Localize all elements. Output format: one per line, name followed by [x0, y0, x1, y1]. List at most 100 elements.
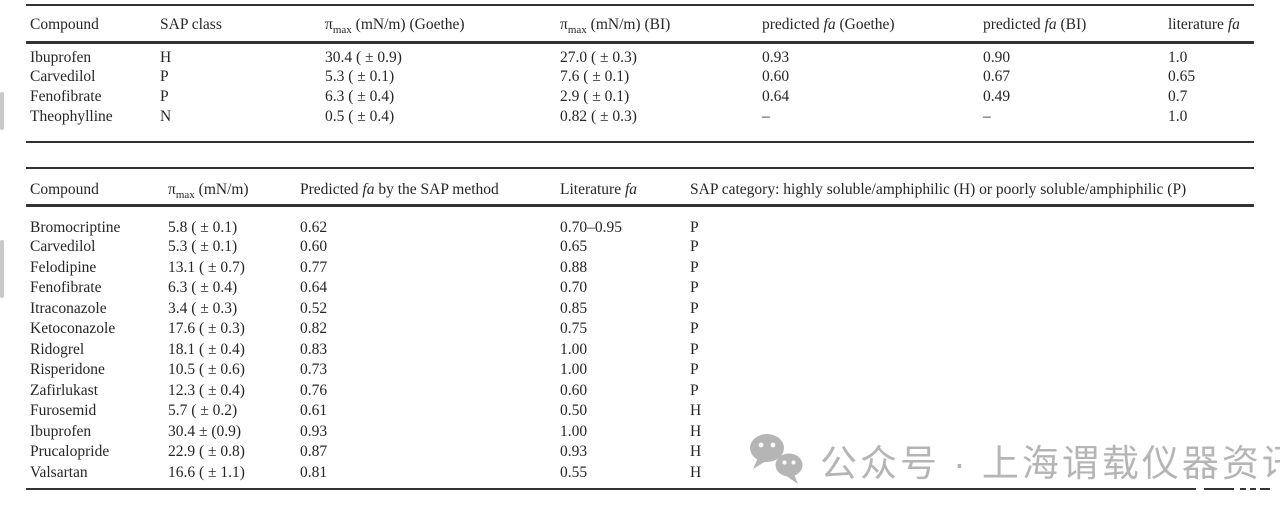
- table-cell: 0.60: [762, 68, 790, 85]
- table-cell: Felodipine: [30, 258, 97, 276]
- table-cell: 0.67: [983, 68, 1011, 85]
- table-cell: Bromocriptine: [30, 219, 121, 236]
- table-cell: P: [690, 258, 699, 276]
- table-cell: 12.3 ( ± 0.4): [168, 381, 245, 399]
- column-header: literature fa: [1168, 16, 1240, 33]
- table-cell: Carvedilol: [30, 68, 96, 85]
- table-cell: 22.9 ( ± 0.8): [168, 443, 245, 461]
- table-cell: 0.52: [300, 299, 328, 317]
- results-table-comparison: Compound SAP class πmax (mN/m) (Goethe) πma…: [26, 10, 1254, 127]
- table-cell: 1.00: [560, 361, 588, 379]
- table-cell: 0.64: [300, 279, 328, 297]
- table-cell: N: [160, 108, 172, 125]
- table2-top-rule: [26, 167, 1254, 169]
- table-cell: P: [690, 279, 699, 297]
- table-cell: Zafirlukast: [30, 381, 99, 399]
- table-cell: 1.0: [1168, 108, 1188, 125]
- table-row: Bromocriptine 5.8 ( ± 0.1) 0.62 0.70–0.95 P: [26, 206, 1254, 237]
- watermark: 公众号 · 上海谓载仪器资讯: [746, 432, 1280, 495]
- table-row: Prucalopride 22.9 ( ± 0.8) 0.87 0.93 H: [26, 442, 1254, 463]
- table1-header-rule: [26, 41, 1254, 44]
- table-row: Ketoconazole 17.6 ( ± 0.3) 0.82 0.75 P: [26, 319, 1254, 340]
- column-header: predicted fa (BI): [983, 16, 1087, 33]
- table-cell: H: [690, 443, 702, 461]
- table-cell: Ridogrel: [30, 340, 85, 358]
- table2-header-rule: [26, 204, 1254, 207]
- table-cell: H: [690, 422, 702, 440]
- column-header: πmax (mN/m): [168, 181, 249, 202]
- table2-header-row: Compound πmax (mN/m) Predicted fa by the S…: [26, 174, 1254, 206]
- table-cell: 0.5 ( ± 0.4): [325, 108, 395, 125]
- table-cell: 0.77: [300, 258, 328, 276]
- table2-bottom-rule: [26, 488, 1196, 490]
- table-cell: 0.93: [560, 443, 588, 461]
- table-row: Ridogrel 18.1 ( ± 0.4) 0.83 1.00 P: [26, 340, 1254, 361]
- table-cell: 0.70: [560, 279, 588, 297]
- table-cell: 0.70–0.95: [560, 219, 622, 236]
- table-cell: –: [762, 108, 770, 125]
- column-header: πmax (mN/m) (Goethe): [325, 16, 465, 37]
- table-cell: Fenofibrate: [30, 88, 102, 105]
- table-cell: 0.61: [300, 402, 328, 420]
- table-cell: 0.81: [300, 463, 328, 481]
- table-cell: 0.82: [300, 320, 328, 338]
- column-header: Predicted fa by the SAP method: [300, 181, 499, 198]
- table-cell: 16.6 ( ± 1.1): [168, 463, 245, 481]
- table-cell: 0.73: [300, 361, 328, 379]
- table-cell: Theophylline: [30, 108, 113, 125]
- table-cell: 0.60: [300, 238, 328, 256]
- table-cell: 0.65: [560, 238, 588, 256]
- table-cell: Ibuprofen: [30, 422, 92, 440]
- scan-artifact: [0, 240, 4, 298]
- table-cell: Prucalopride: [30, 443, 110, 461]
- table-cell: 0.90: [983, 49, 1011, 66]
- table-cell: Risperidone: [30, 361, 105, 379]
- table-cell: 13.1 ( ± 0.7): [168, 258, 245, 276]
- column-header: πmax (mN/m) (BI): [560, 16, 671, 37]
- column-header: Compound: [30, 16, 99, 33]
- column-header: Compound: [30, 181, 99, 198]
- table1-top-rule: [26, 4, 1254, 6]
- table-cell: 0.49: [983, 88, 1011, 105]
- table-row: Carvedilol P 5.3 ( ± 0.1) 7.6 ( ± 0.1) 0.60 0…: [26, 67, 1254, 87]
- table-cell: 1.00: [560, 422, 588, 440]
- table-cell: 0.55: [560, 463, 588, 481]
- table2-bottom-rule-dot: [1260, 488, 1270, 490]
- table-cell: 0.75: [560, 320, 588, 338]
- table-cell: H: [690, 463, 702, 481]
- table-cell: 0.93: [762, 49, 790, 66]
- table-cell: 2.9 ( ± 0.1): [560, 88, 630, 105]
- table-row: Risperidone 10.5 ( ± 0.6) 0.73 1.00 P: [26, 360, 1254, 381]
- column-header: SAP class: [160, 16, 222, 33]
- table-cell: 0.93: [300, 422, 328, 440]
- table-row: Fenofibrate P 6.3 ( ± 0.4) 2.9 ( ± 0.1) 0.64…: [26, 87, 1254, 107]
- table-cell: P: [690, 320, 699, 338]
- table-cell: 0.64: [762, 88, 790, 105]
- results-table-sap-method: Compound πmax (mN/m) Predicted fa by the S…: [26, 174, 1254, 483]
- table-cell: 0.88: [560, 258, 588, 276]
- table-cell: 0.62: [300, 219, 328, 236]
- table-row: Fenofibrate 6.3 ( ± 0.4) 0.64 0.70 P: [26, 278, 1254, 299]
- table-cell: –: [983, 108, 991, 125]
- table-cell: Furosemid: [30, 402, 97, 420]
- table-cell: 0.83: [300, 340, 328, 358]
- table-row: Itraconazole 3.4 ( ± 0.3) 0.52 0.85 P: [26, 299, 1254, 320]
- table-cell: P: [690, 219, 699, 236]
- column-header: SAP category: highly soluble/amphiphilic…: [690, 181, 1187, 198]
- table-cell: 30.4 ( ± 0.9): [325, 49, 402, 66]
- scan-artifact: [0, 92, 4, 130]
- table-cell: P: [160, 88, 169, 105]
- table-cell: P: [690, 238, 699, 256]
- table-cell: P: [690, 361, 699, 379]
- table-cell: 5.8 ( ± 0.1): [168, 219, 238, 236]
- table-row: Theophylline N 0.5 ( ± 0.4) 0.82 ( ± 0.3) – –…: [26, 107, 1254, 127]
- table-row: Zafirlukast 12.3 ( ± 0.4) 0.76 0.60 P: [26, 381, 1254, 402]
- table-cell: 18.1 ( ± 0.4): [168, 340, 245, 358]
- table-cell: 6.3 ( ± 0.4): [325, 88, 395, 105]
- table-cell: H: [160, 49, 172, 66]
- table-cell: Itraconazole: [30, 299, 107, 317]
- table-row: Ibuprofen 30.4 ± (0.9) 0.93 1.00 H: [26, 422, 1254, 443]
- table-row: Furosemid 5.7 ( ± 0.2) 0.61 0.50 H: [26, 401, 1254, 422]
- table-cell: 30.4 ± (0.9): [168, 422, 242, 440]
- table-cell: 1.0: [1168, 49, 1188, 66]
